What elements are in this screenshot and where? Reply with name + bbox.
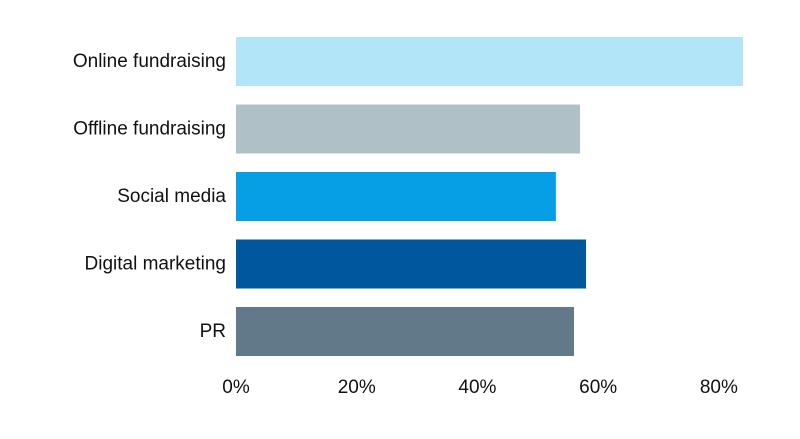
category-label-pr: PR <box>200 321 226 342</box>
x-tick-label: 40% <box>458 377 496 398</box>
x-axis-tick-labels: 0% 20% 40% 60% 80% <box>222 377 738 398</box>
bar-online-fundraising <box>236 37 743 86</box>
bar-pr <box>236 307 574 356</box>
x-tick-label: 20% <box>338 377 376 398</box>
category-label-online-fundraising: Online fundraising <box>73 51 226 72</box>
category-label-offline-fundraising: Offline fundraising <box>73 119 226 140</box>
category-label-social-media: Social media <box>117 186 226 207</box>
bars-group <box>236 37 743 356</box>
category-labels: Online fundraising Offline fundraising Soc… <box>73 51 227 342</box>
x-tick-label: 80% <box>700 377 738 398</box>
x-tick-label: 0% <box>222 377 250 398</box>
bar-social-media <box>236 172 556 221</box>
bar-offline-fundraising <box>236 104 581 154</box>
x-tick-label: 60% <box>579 377 617 398</box>
category-label-digital-marketing: Digital marketing <box>85 254 227 275</box>
bar-digital-marketing <box>236 239 587 289</box>
